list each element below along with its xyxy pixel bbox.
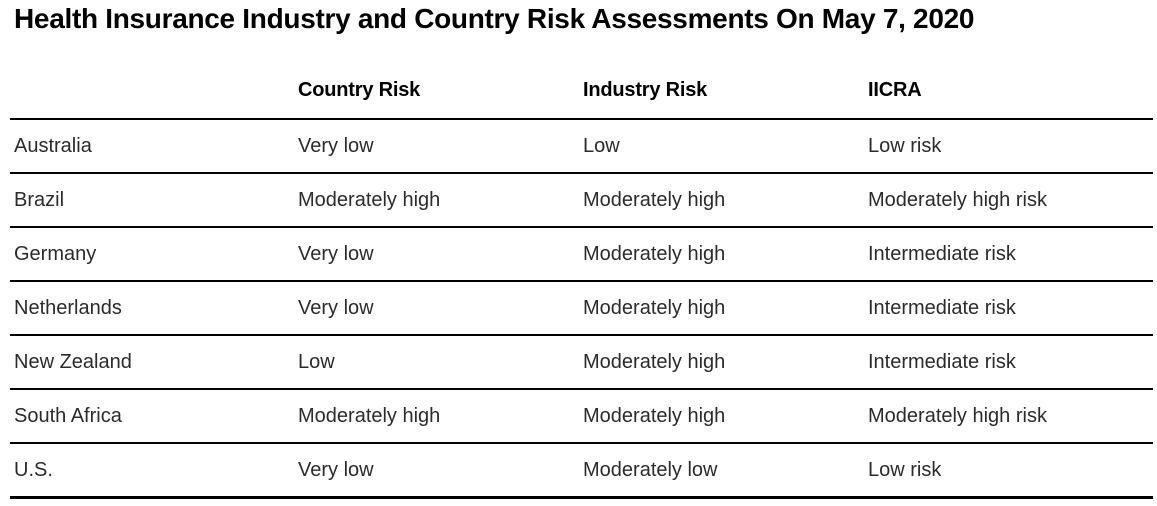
table-header-row: Country Risk Industry Risk IICRA <box>10 62 1153 120</box>
industry-risk-value: Moderately low <box>583 458 718 481</box>
industry-risk-value: Moderately high <box>583 188 726 211</box>
iicra-value: Intermediate risk <box>868 242 1016 265</box>
country-risk-value: Low <box>298 350 335 373</box>
iicra-value: Moderately high risk <box>868 404 1047 427</box>
table-row-netherlands: Netherlands Very low Moderately high Int… <box>10 282 1153 336</box>
row-label: New Zealand <box>14 350 132 373</box>
iicra-value: Intermediate risk <box>868 350 1016 373</box>
iicra-value: Low risk <box>868 134 942 157</box>
column-header-country-risk: Country Risk <box>298 78 421 101</box>
country-risk-value: Moderately high <box>298 188 441 211</box>
iicra-value: Moderately high risk <box>868 188 1047 211</box>
country-risk-value: Moderately high <box>298 404 441 427</box>
country-risk-value: Very low <box>298 296 374 319</box>
row-label: Brazil <box>14 188 65 211</box>
table-row-germany: Germany Very low Moderately high Interme… <box>10 228 1153 282</box>
industry-risk-value: Moderately high <box>583 296 726 319</box>
risk-table: Country Risk Industry Risk IICRA Austral… <box>10 62 1153 499</box>
table-row-australia: Australia Very low Low Low risk <box>10 120 1153 174</box>
row-label: U.S. <box>14 458 53 481</box>
industry-risk-value: Moderately high <box>583 350 726 373</box>
industry-risk-value: Moderately high <box>583 242 726 265</box>
iicra-value: Intermediate risk <box>868 296 1016 319</box>
table-row-us: U.S. Very low Moderately low Low risk <box>10 444 1153 499</box>
row-label: Netherlands <box>14 296 122 319</box>
industry-risk-value: Low <box>583 134 620 157</box>
iicra-value: Low risk <box>868 458 942 481</box>
page-title: Health Insurance Industry and Country Ri… <box>14 3 975 34</box>
table-row-new-zealand: New Zealand Low Moderately high Intermed… <box>10 336 1153 390</box>
industry-risk-value: Moderately high <box>583 404 726 427</box>
column-header-iicra: IICRA <box>868 78 922 101</box>
country-risk-value: Very low <box>298 242 374 265</box>
column-header-industry-risk: Industry Risk <box>583 78 708 101</box>
table-row-brazil: Brazil Moderately high Moderately high M… <box>10 174 1153 228</box>
row-label: Australia <box>14 134 92 157</box>
row-label: Germany <box>14 242 97 265</box>
country-risk-value: Very low <box>298 134 374 157</box>
country-risk-value: Very low <box>298 458 374 481</box>
row-label: South Africa <box>14 404 122 427</box>
table-row-south-africa: South Africa Moderately high Moderately … <box>10 390 1153 444</box>
